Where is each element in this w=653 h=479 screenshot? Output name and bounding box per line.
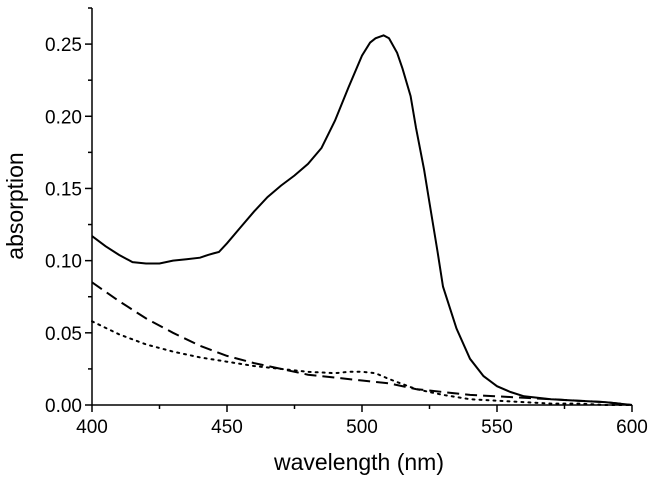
y-tick-label: 0.05 <box>45 324 82 345</box>
y-axis-title: absorption <box>2 152 28 259</box>
y-tick-label: 0.20 <box>45 107 82 128</box>
x-tick-label: 500 <box>346 417 378 438</box>
y-tick-label: 0.10 <box>45 252 82 273</box>
x-axis-title: wavelength (nm) <box>273 449 444 475</box>
x-tick-label: 600 <box>616 417 648 438</box>
series-line-dotted <box>91 320 633 406</box>
x-tick-label: 550 <box>481 417 513 438</box>
series-line-solid <box>91 34 633 406</box>
y-tick-label: 0.00 <box>45 396 82 417</box>
series-group <box>91 34 633 406</box>
x-tick-label: 400 <box>76 417 108 438</box>
ticks <box>85 7 633 412</box>
series-line-dashed <box>91 281 633 406</box>
axes <box>91 8 632 406</box>
y-tick-label: 0.25 <box>45 35 82 56</box>
y-tick-label: 0.15 <box>45 179 82 200</box>
x-tick-label: 450 <box>211 417 243 438</box>
tick-labels: 400 450 500 550 600 0.00 0.05 0.10 0.15 0.20 0.25 <box>45 35 648 438</box>
